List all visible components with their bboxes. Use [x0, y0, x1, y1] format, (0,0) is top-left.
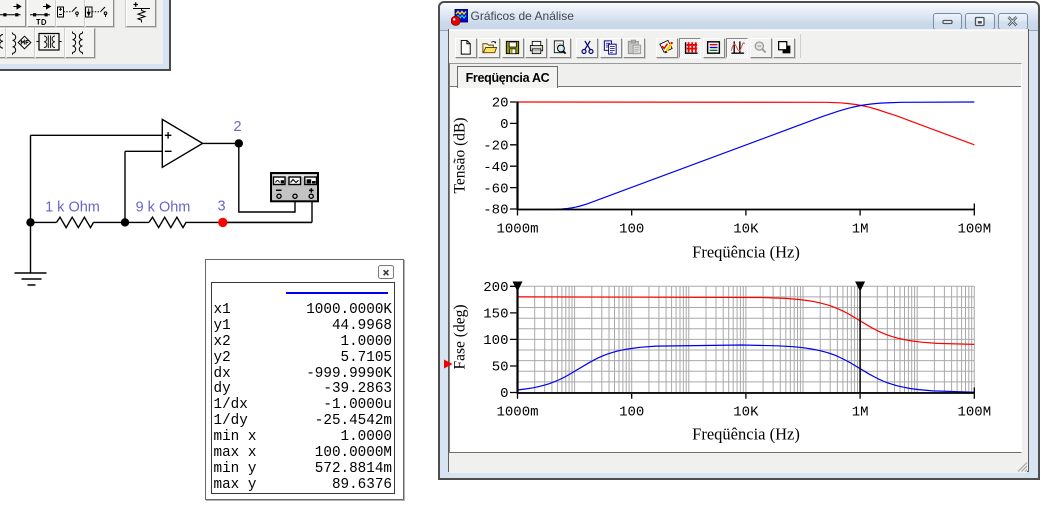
- svg-text:100: 100: [619, 404, 644, 420]
- svg-text:Tensão (dB): Tensão (dB): [452, 118, 469, 194]
- svg-text:2: 2: [233, 119, 241, 135]
- svg-text:-20: -20: [483, 139, 508, 155]
- svg-text:1 k Ohm: 1 k Ohm: [45, 200, 100, 216]
- svg-text:1000m: 1000m: [496, 404, 538, 420]
- svg-text:10K: 10K: [733, 221, 759, 237]
- svg-text:100M: 100M: [957, 404, 991, 420]
- svg-text:100M: 100M: [957, 221, 991, 237]
- svg-text:-80: -80: [483, 203, 508, 219]
- svg-text:1000m: 1000m: [496, 221, 538, 237]
- svg-text:0: 0: [500, 386, 508, 402]
- svg-text:20: 20: [492, 96, 509, 112]
- svg-text:Freqüência (Hz): Freqüência (Hz): [692, 243, 800, 262]
- svg-text:0: 0: [500, 117, 508, 133]
- svg-text:-40: -40: [483, 160, 508, 176]
- svg-text:1M: 1M: [852, 221, 869, 237]
- svg-text:50: 50: [492, 360, 509, 376]
- svg-text:1M: 1M: [852, 404, 869, 420]
- svg-text:150: 150: [483, 307, 508, 323]
- svg-text:3: 3: [217, 199, 225, 215]
- svg-text:Freqüência (Hz): Freqüência (Hz): [692, 425, 800, 444]
- svg-text:200: 200: [483, 280, 508, 296]
- svg-text:-60: -60: [483, 181, 508, 197]
- svg-text:10K: 10K: [733, 404, 759, 420]
- svg-text:100: 100: [483, 333, 508, 349]
- svg-text:100: 100: [619, 221, 644, 237]
- svg-text:9 k Ohm: 9 k Ohm: [136, 200, 191, 216]
- svg-text:Fase (deg): Fase (deg): [452, 305, 469, 370]
